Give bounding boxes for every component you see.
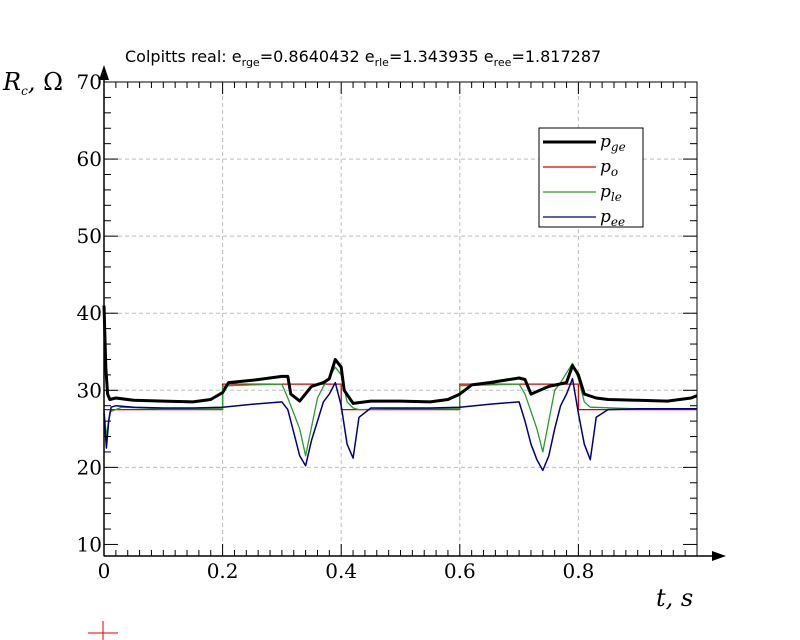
plot-lines xyxy=(102,305,698,472)
series-line-pee xyxy=(103,377,697,472)
y-axis-unit: Ω xyxy=(43,68,63,96)
y-axis-label: Rc, Ω xyxy=(2,68,63,98)
y-tick-label: 20 xyxy=(77,455,102,479)
y-tick-label: 50 xyxy=(77,224,102,248)
title-item-0-value: =0.8640432 xyxy=(260,47,365,66)
x-tick-label: 0.6 xyxy=(444,559,476,583)
title-item-1-value: =1.343935 xyxy=(389,47,484,66)
title-item-1-sub: rle xyxy=(375,56,390,69)
y-tick-label: 10 xyxy=(77,532,102,556)
series-line-po xyxy=(104,383,697,411)
x-axis-label: t, s xyxy=(656,584,693,612)
title-item-2-value: =1.817287 xyxy=(511,47,601,66)
title-item-2-base: e xyxy=(484,47,494,66)
y-axis-sub: c xyxy=(21,84,28,98)
x-axis-arrow xyxy=(712,551,726,561)
x-tick-label: 0.2 xyxy=(207,559,239,583)
x-axis-unit: s xyxy=(681,584,693,612)
x-axis-var: t xyxy=(656,584,666,612)
y-tick-label: 60 xyxy=(77,147,102,171)
title-item-0-base: e xyxy=(232,47,242,66)
axes: 0 0.2 0.4 0.6 0.8 10 20 30 40 50 60 70 xyxy=(77,65,726,583)
cross-marker-icon xyxy=(88,621,118,640)
legend-label-pee: pee xyxy=(600,207,625,229)
y-tick-label: 70 xyxy=(77,70,102,94)
chart-title: Colpitts real: erge=0.8640432 erle=1.343… xyxy=(125,47,601,69)
x-tick-label: 0.4 xyxy=(325,559,357,583)
chart-title-prefix: Colpitts real: xyxy=(125,47,232,66)
legend-label-ple: ple xyxy=(600,182,622,204)
title-item-1-base: e xyxy=(365,47,375,66)
y-axis-var: R xyxy=(2,68,21,96)
legend-label-po: po xyxy=(600,157,618,179)
title-item-2-sub: ree xyxy=(494,56,512,69)
series-line-pge xyxy=(102,305,698,405)
y-tick-label: 40 xyxy=(77,301,102,325)
legend: pge po ple pee xyxy=(538,127,644,229)
x-tick-label: 0 xyxy=(98,559,111,583)
y-axis-arrow xyxy=(99,65,109,80)
legend-box xyxy=(538,127,644,228)
y-tick-label: 30 xyxy=(77,378,102,402)
title-item-0-sub: rge xyxy=(242,56,260,69)
legend-label-pge: pge xyxy=(600,132,626,154)
x-tick-label: 0.8 xyxy=(562,559,594,583)
